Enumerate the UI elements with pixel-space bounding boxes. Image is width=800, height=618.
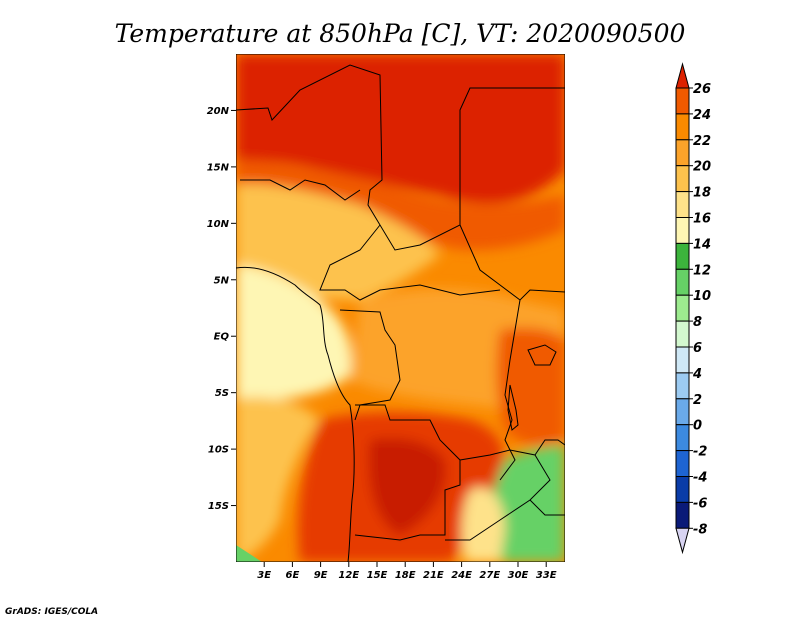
border-east-sudan (459, 224, 565, 301)
border-chad-car (319, 224, 501, 301)
colorbar-swatch (675, 476, 690, 503)
lon-tick-label: 3E (257, 570, 271, 581)
colorbar-tick-label: 14 (693, 237, 711, 252)
lat-tick-label: 5S (215, 388, 229, 399)
lon-tick-label: 18E (395, 570, 416, 581)
colorbar-tick-label: -2 (693, 445, 707, 460)
colorbar-over-triangle (675, 62, 690, 89)
colorbar-tick-label: -6 (693, 496, 707, 511)
colorbar-swatch (675, 87, 690, 115)
colorbar-swatch (675, 165, 690, 193)
lon-tick-label: 15E (367, 570, 388, 581)
lat-tick-label: 10S (208, 445, 229, 456)
field-region-angola-core (369, 438, 446, 535)
field-region-south-atlantic (236, 397, 320, 562)
grads-credit: GrADS: IGES/COLA (5, 607, 98, 617)
colorbar-swatch (675, 320, 690, 348)
colorbar-tick-label: 6 (693, 341, 702, 356)
colorbar-swatch (675, 139, 690, 167)
colorbar-tick-label: 2 (693, 393, 702, 408)
colorbar-swatch (675, 294, 690, 322)
lon-tick-label: 30E (508, 570, 529, 581)
colorbar-tick-label: 4 (692, 367, 702, 382)
colorbar-swatch (675, 398, 690, 426)
colorbar-swatch (675, 242, 690, 270)
colorbar-swatch (675, 424, 690, 452)
colorbar-swatch (675, 450, 690, 478)
colorbar-tick-label: 10 (693, 289, 711, 304)
colorbar-tick-label: 18 (693, 186, 711, 201)
field-region-gulf-coast (236, 265, 352, 400)
temperature-field (236, 54, 565, 562)
lon-tick-label: 24E (451, 570, 472, 581)
lake-tanganyika (507, 384, 519, 431)
colorbar-swatch (675, 268, 690, 296)
border-north (236, 64, 565, 251)
lat-tick-label: 15S (208, 501, 229, 512)
colorbar-swatch (675, 191, 690, 219)
field-region-savanna (236, 183, 440, 300)
colorbar-tick-label: 12 (693, 263, 711, 278)
longitude-axis: 3E 6E 9E 12E 15E 18E 21E 24E 27E 30E 33E (257, 562, 557, 581)
border-congo (339, 309, 401, 421)
lon-tick-label: 27E (479, 570, 500, 581)
colorbar-tick-label: 20 (693, 160, 711, 175)
border-southeast (529, 439, 565, 516)
colorbar-under-triangle (675, 527, 690, 555)
field-region-east-rift (496, 328, 565, 446)
colorbar-tick-label: 24 (693, 108, 711, 123)
lake-victoria (527, 344, 557, 366)
lon-tick-label: 33E (536, 570, 557, 581)
field-region-southeast-pale (461, 487, 505, 562)
field-region-southwest-corner (236, 545, 262, 562)
lon-tick-label: 21E (423, 570, 444, 581)
lat-tick-label: 5N (214, 275, 230, 286)
coastline (236, 266, 355, 562)
lat-tick-label: 20N (207, 106, 230, 117)
lat-tick-label: EQ (214, 332, 230, 343)
border-west-africa (240, 179, 361, 201)
colorbar-swatch (675, 217, 690, 244)
border-angola (354, 404, 461, 541)
colorbar-swatch (675, 501, 690, 529)
colorbar-tick-label: 26 (693, 82, 711, 97)
colorbar-tick-label: 22 (693, 134, 711, 149)
lat-tick-label: 10N (207, 219, 230, 230)
lon-tick-label: 12E (338, 570, 359, 581)
colorbar-tick-label: 0 (693, 419, 702, 434)
field-region-southeast-highlands (488, 445, 565, 562)
colorbar-swatch (675, 372, 690, 400)
map-title: Temperature at 850hPa [C], VT: 202009050… (115, 19, 686, 48)
colorbar-tick-label: -8 (693, 522, 707, 537)
colorbar-swatch (675, 113, 690, 141)
map-plot-area (236, 54, 565, 562)
colorbar-swatch (675, 346, 690, 374)
colorbar-tick-label: -4 (693, 471, 707, 486)
country-borders (236, 64, 565, 562)
latitude-axis: 20N 15N 10N 5N EQ 5S 10S 15S (207, 106, 236, 512)
lat-tick-label: 15N (207, 162, 230, 173)
colorbar-tick-label: 16 (693, 212, 711, 227)
colorbar-tick-label: 8 (693, 315, 702, 330)
field-region-sahel (236, 159, 565, 250)
lon-tick-label: 9E (314, 570, 328, 581)
lon-tick-label: 6E (286, 570, 300, 581)
field-region-warm-north (236, 54, 565, 204)
border-zambia (445, 449, 551, 541)
